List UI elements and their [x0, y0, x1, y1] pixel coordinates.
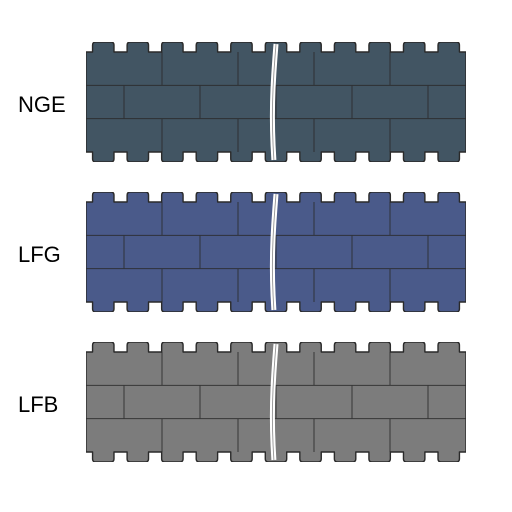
belt-lfb	[86, 342, 466, 462]
belt-svg-nge	[86, 42, 466, 162]
belt-lfg	[86, 192, 466, 312]
belt-diagram: NGE LFG LFB	[0, 0, 512, 512]
belt-nge	[86, 42, 466, 162]
label-lfg: LFG	[18, 242, 61, 268]
row-lfb: LFB	[0, 342, 512, 462]
row-lfg: LFG	[0, 192, 512, 312]
label-lfb: LFB	[18, 392, 58, 418]
belt-svg-lfb	[86, 342, 466, 462]
row-nge: NGE	[0, 42, 512, 162]
label-nge: NGE	[18, 92, 66, 118]
belt-svg-lfg	[86, 192, 466, 312]
